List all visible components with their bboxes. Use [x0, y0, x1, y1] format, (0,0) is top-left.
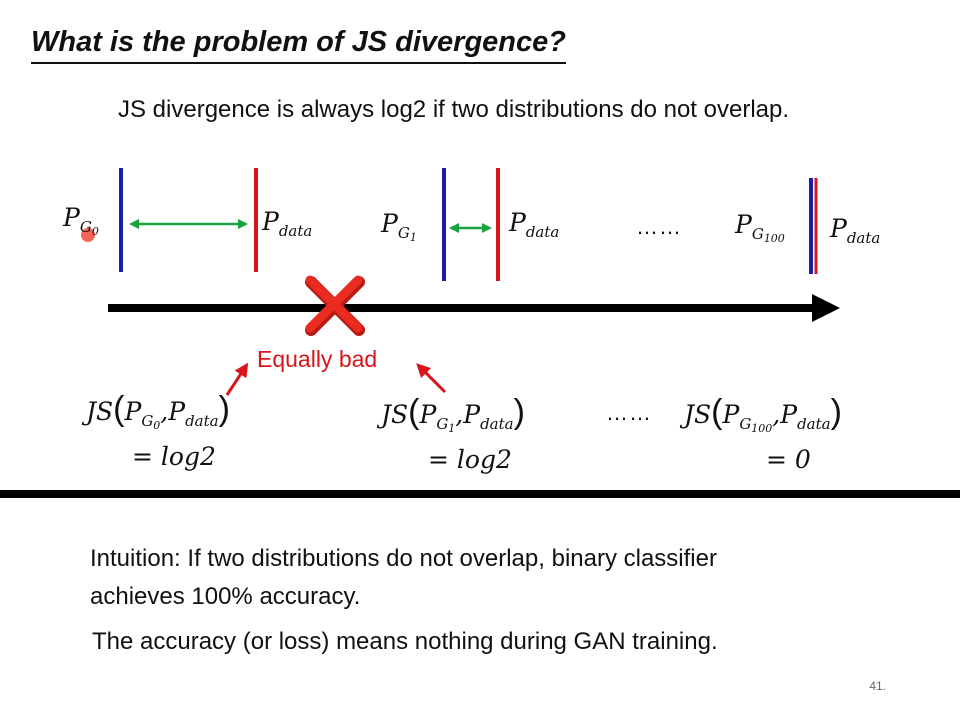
equation-g1-result: = log2: [428, 445, 512, 474]
equation-g0-result: = log2: [132, 442, 216, 471]
intuition-line-3: The accuracy (or loss) means nothing dur…: [92, 628, 718, 655]
intuition-line-2: achieves 100% accuracy.: [90, 583, 361, 610]
page-number: 41.: [869, 679, 886, 693]
distribution-ellipsis: ……: [636, 214, 682, 239]
annotation-arrow-right: [416, 363, 447, 394]
label-pdata-1: Pdata: [262, 207, 313, 240]
training-axis-arrowhead: [812, 294, 840, 322]
equation-g100-result: = 0: [766, 445, 811, 474]
intuition-line-1: Intuition: If two distributions do not o…: [90, 545, 717, 572]
slide-subtitle: JS divergence is always log2 if two dist…: [118, 96, 790, 123]
slide-title: What is the problem of JS divergence?: [31, 26, 566, 64]
equation-g100: JS(PG100,Pdata) = 0: [684, 393, 898, 475]
equation-g100-expr: JS(PG100,Pdata): [684, 393, 842, 435]
equation-g1: JS(PG1,Pdata) = log2: [381, 393, 571, 475]
cross-icon: [305, 275, 365, 336]
equation-ellipsis: ……: [606, 400, 652, 425]
equation-g0-expr: JS(PG0,Pdata): [86, 390, 230, 432]
section-divider: [0, 490, 960, 498]
annotation-arrow-left: [225, 362, 249, 396]
pointer-dot: [81, 228, 95, 242]
label-pg0: PG0: [63, 203, 99, 238]
label-pg100: PG100: [735, 210, 785, 245]
equation-g0: JS(PG0,Pdata) = log2: [86, 390, 276, 472]
label-pg1: PG1: [381, 209, 417, 244]
label-pdata-2: Pdata: [509, 208, 560, 241]
equally-bad-label: Equally bad: [257, 346, 378, 372]
equation-g1-expr: JS(PG1,Pdata): [381, 393, 525, 435]
label-pdata-3: Pdata: [830, 214, 881, 247]
